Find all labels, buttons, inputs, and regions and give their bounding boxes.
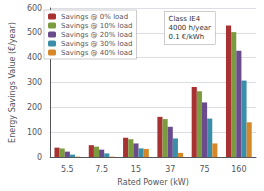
svg-text:100: 100 [27,128,42,137]
svg-text:600: 600 [27,4,42,13]
svg-text:15: 15 [131,165,141,174]
svg-text:0: 0 [37,153,42,162]
svg-text:75: 75 [199,165,209,174]
svg-text:4000 h/year: 4000 h/year [169,24,212,32]
svg-text:Rated Power (kW): Rated Power (kW) [117,178,188,187]
svg-text:400: 400 [27,53,42,62]
svg-text:160: 160 [231,165,246,174]
svg-text:300: 300 [27,78,42,87]
svg-text:Savings @ 0% load: Savings @ 0% load [61,13,128,21]
svg-text:Energy Savings Value (€/year): Energy Savings Value (€/year) [8,22,17,143]
svg-text:Savings @ 40% load: Savings @ 40% load [61,49,133,57]
svg-text:7.5: 7.5 [95,165,108,174]
svg-text:0.1 €/kWh: 0.1 €/kWh [169,33,205,41]
svg-text:Savings @ 30% load: Savings @ 30% load [61,40,133,48]
svg-text:Class IE4: Class IE4 [169,15,201,23]
svg-text:5.5: 5.5 [61,165,74,174]
svg-text:Savings @ 10% load: Savings @ 10% load [61,22,133,30]
svg-text:Savings @ 20% load: Savings @ 20% load [61,31,133,39]
svg-text:200: 200 [27,103,42,112]
svg-text:500: 500 [27,28,42,37]
svg-text:37: 37 [165,165,175,174]
